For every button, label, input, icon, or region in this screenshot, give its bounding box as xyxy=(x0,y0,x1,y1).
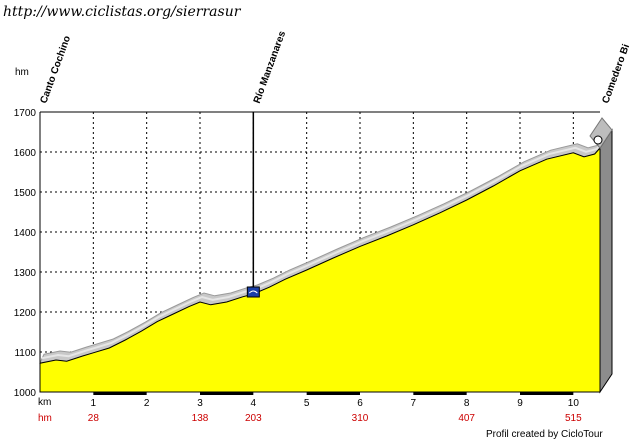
x-tick-label: 5 xyxy=(304,398,310,409)
credit-text: Profil created by CicloTour xyxy=(486,429,603,440)
y-tick-label: 1100 xyxy=(14,348,36,359)
site-url: http://www.ciclistas.org/sierrasur xyxy=(3,4,242,20)
x-tick-label: 4 xyxy=(251,398,257,409)
x-tick-label: 8 xyxy=(464,398,470,409)
y-tick-labels: 1000 1100 1200 1300 1400 1500 1600 1700 xyxy=(14,108,37,399)
x-tick-label: 10 xyxy=(568,398,580,409)
y-tick-label: 1600 xyxy=(14,148,37,159)
hm-value: 310 xyxy=(352,413,369,424)
y-tick-label: 1300 xyxy=(14,268,37,279)
km-segment xyxy=(306,392,360,395)
hm-row-label: hm xyxy=(38,413,52,424)
y-axis-unit-label: hm xyxy=(15,67,29,78)
km-segment xyxy=(200,392,254,395)
y-tick-label: 1400 xyxy=(14,228,37,239)
x-tick-labels: 1 2 3 4 5 6 7 8 9 10 xyxy=(91,398,580,409)
km-segment xyxy=(520,392,574,395)
hm-value: 407 xyxy=(458,413,475,424)
bridge-arch xyxy=(248,290,258,294)
x-tick-label: 2 xyxy=(144,398,150,409)
x-tick-label: 3 xyxy=(197,398,203,409)
summit-icon xyxy=(593,135,603,145)
hm-value: 515 xyxy=(565,413,582,424)
hm-value: 28 xyxy=(88,413,100,424)
waypoint-label: Comedero Bi xyxy=(600,43,632,105)
x-tick-label: 7 xyxy=(411,398,417,409)
km-segment xyxy=(413,392,467,395)
x-tick-label: 9 xyxy=(517,398,523,409)
terrain-highlight xyxy=(41,142,603,360)
y-tick-label: 1000 xyxy=(14,388,37,399)
hm-value: 138 xyxy=(192,413,209,424)
cumulative-climb-row: 28 138 203 310 407 515 xyxy=(88,413,582,424)
x-tick-label: 6 xyxy=(357,398,363,409)
y-tick-label: 1500 xyxy=(14,188,37,199)
bridge-icon xyxy=(246,286,260,298)
waypoint-label: Río Manzanares xyxy=(252,29,289,105)
x-tick-label: 1 xyxy=(91,398,97,409)
y-tick-label: 1700 xyxy=(14,108,37,119)
hm-value: 203 xyxy=(245,413,262,424)
y-tick-label: 1200 xyxy=(14,308,37,319)
side-wall xyxy=(599,128,613,394)
waypoint-label: Canto Cochino xyxy=(38,34,73,105)
x-axis-unit-label: km xyxy=(38,397,51,408)
elevation-area xyxy=(39,146,601,393)
km-segment xyxy=(93,392,147,395)
axes xyxy=(39,111,600,395)
